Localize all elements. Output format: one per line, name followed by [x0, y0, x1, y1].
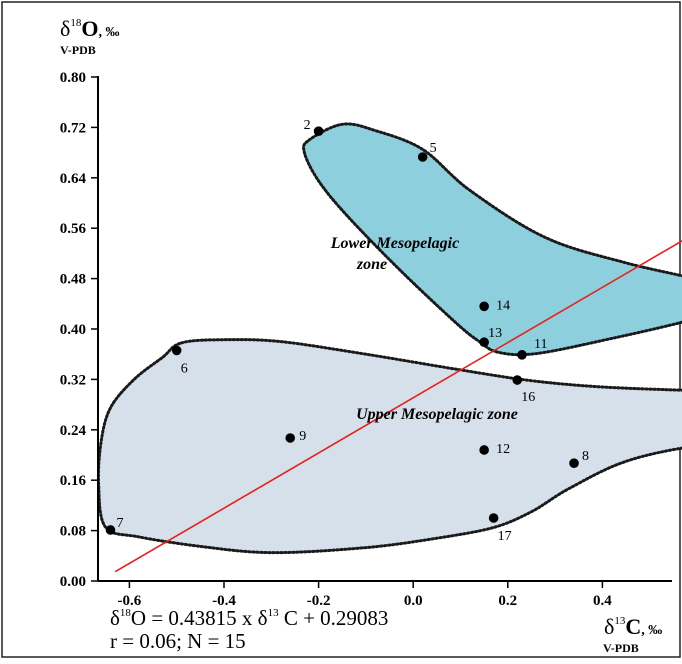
point-9	[285, 433, 296, 443]
point-11	[517, 350, 527, 360]
y-tick-label: 0.32	[60, 372, 86, 388]
zone-label-2-line-1: Upper Mesopelagic zone	[356, 406, 518, 423]
point-5	[417, 152, 428, 162]
point-label-2: 2	[304, 118, 311, 133]
point-16	[512, 375, 523, 385]
y-tick-label: 0.16	[60, 473, 87, 489]
y-tick-label: 0.40	[60, 322, 86, 338]
point-label-5: 5	[430, 141, 437, 156]
y-ticks: 0.80 0.72 0.64 0.56 0.48 0.40 0.32 0.24 0.16 0.08…	[60, 70, 98, 590]
y-tick-label: 0.80	[60, 70, 86, 86]
point-12	[479, 445, 489, 455]
x-axis-subscript: V-PDB	[603, 641, 639, 655]
point-2	[313, 126, 324, 136]
y-axis-title: δ18O, ‰	[60, 16, 120, 41]
y-tick-label: 0.72	[60, 120, 86, 136]
x-tick-label: 0.2	[498, 593, 517, 609]
y-tick-label: 0.48	[60, 272, 86, 288]
regression-line	[114, 239, 682, 573]
point-label-14: 14	[496, 298, 510, 313]
point-label-7: 7	[116, 516, 123, 531]
point-7	[105, 525, 116, 535]
zones	[96, 122, 682, 555]
point-label-8: 8	[582, 449, 589, 464]
point-label-12: 12	[496, 442, 510, 457]
y-axis-subscript: V-PDB	[60, 43, 96, 57]
zone-labels: Lower Mesopelagic zone Upper Mesopelagic z…	[330, 235, 518, 423]
point-17	[488, 513, 499, 523]
x-ticks: -0.6-0.4-0.20.00.20.40.60.81.0	[118, 581, 612, 609]
x-tick-label: -0.4	[212, 593, 236, 609]
point-14	[479, 301, 489, 312]
point-8	[569, 458, 579, 468]
zone-label-1-line-1: Lower Mesopelagic	[330, 235, 459, 252]
point-6	[171, 345, 182, 356]
y-tick-label: 0.64	[60, 171, 87, 187]
x-tick-label: -0.6	[118, 593, 142, 609]
y-tick-label: 0.08	[60, 524, 86, 540]
regression-stats: r = 0.06; N = 15	[110, 629, 246, 653]
point-label-13: 13	[488, 326, 502, 341]
point-label-11: 11	[534, 337, 547, 352]
y-tick-label: 0.00	[60, 574, 86, 590]
point-13	[479, 337, 489, 348]
point-label-9: 9	[299, 429, 306, 444]
data-points: 123456789111213141617	[105, 118, 589, 544]
x-axis-title: δ13C, ‰	[604, 614, 662, 639]
point-label-17: 17	[498, 529, 512, 544]
x-tick-label: 0.4	[593, 593, 612, 609]
zone-label-1-line-2: zone	[356, 256, 387, 273]
point-label-16: 16	[521, 390, 535, 405]
regression-layer	[114, 239, 682, 573]
y-tick-label: 0.56	[60, 221, 87, 237]
x-tick-label: 0.0	[404, 593, 423, 609]
x-tick-label: -0.2	[307, 593, 331, 609]
point-label-6: 6	[181, 361, 188, 376]
regression-equation: δ18O = 0.43815 x δ13 C + 0.29083	[110, 606, 388, 630]
y-tick-label: 0.24	[60, 423, 87, 439]
